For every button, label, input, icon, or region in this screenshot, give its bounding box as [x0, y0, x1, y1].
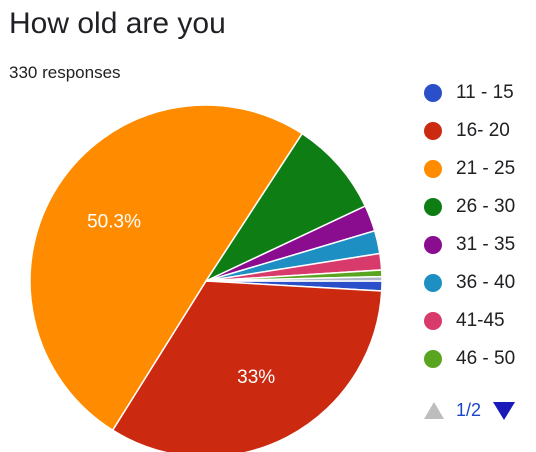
legend-label: 21 - 25 — [456, 158, 516, 179]
legend-swatch — [424, 160, 442, 178]
legend-swatch — [424, 274, 442, 292]
legend-swatch — [424, 122, 442, 140]
chart-legend: 11 - 15 16- 20 21 - 25 26 - 30 31 - 35 36 - 4… — [424, 74, 515, 378]
response-count: 330 responses — [9, 63, 121, 82]
triangle-up-icon[interactable] — [424, 402, 444, 419]
legend-swatch — [424, 350, 442, 368]
legend-item: 41-45 — [424, 302, 515, 340]
legend-label: 41-45 — [456, 310, 505, 331]
pie-slice-3[interactable] — [203, 132, 367, 283]
legend-swatch — [424, 236, 442, 254]
legend-swatch — [424, 312, 442, 330]
legend-item: 36 - 40 — [424, 264, 515, 302]
legend-item: 11 - 15 — [424, 74, 515, 112]
legend-item: 31 - 35 — [424, 226, 515, 264]
legend-item: 16- 20 — [424, 112, 515, 150]
legend-item: 21 - 25 — [424, 150, 515, 188]
legend-pager: 1/2 — [424, 400, 516, 421]
legend-swatch — [424, 198, 442, 216]
slice-data-label: 33% — [237, 367, 275, 388]
legend-item: 26 - 30 — [424, 188, 515, 226]
legend-label: 31 - 35 — [456, 234, 516, 255]
pie-slice-2[interactable] — [29, 104, 304, 432]
legend-label: 26 - 30 — [456, 196, 516, 217]
legend-label: 16- 20 — [456, 120, 510, 141]
legend-item: 46 - 50 — [424, 340, 515, 378]
legend-label: 46 - 50 — [456, 348, 516, 369]
triangle-down-icon[interactable] — [493, 401, 516, 420]
slice-data-label: 50.3% — [87, 211, 141, 232]
pie-slice-8[interactable] — [205, 275, 383, 282]
chart-title: How old are you — [9, 7, 226, 40]
legend-label: 36 - 40 — [456, 272, 516, 293]
legend-label: 11 - 15 — [456, 82, 514, 103]
legend-page-indicator: 1/2 — [456, 400, 482, 420]
legend-swatch — [424, 84, 442, 102]
